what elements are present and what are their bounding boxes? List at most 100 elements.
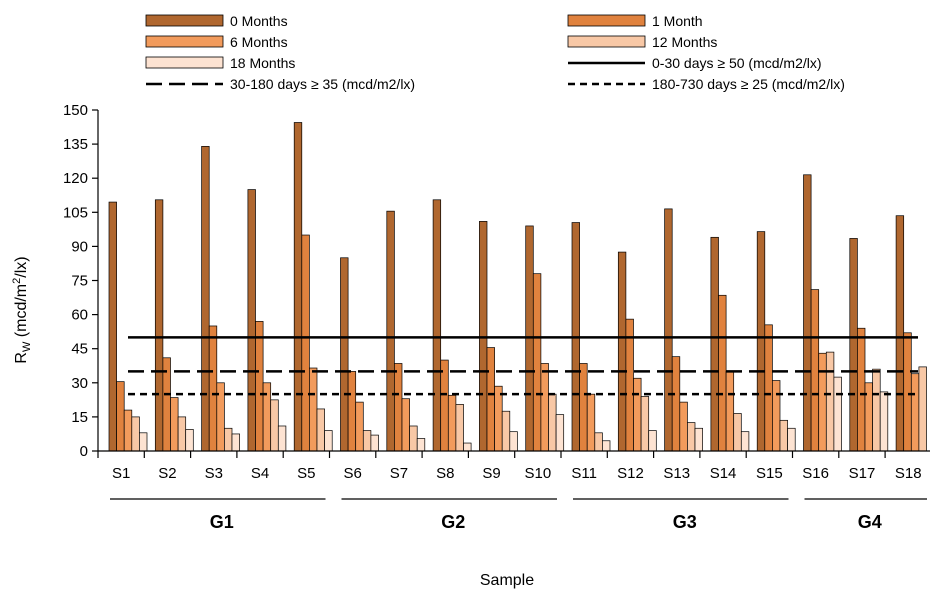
bar-S16-series-4 bbox=[825, 351, 835, 452]
bar-S12-series-5 bbox=[648, 430, 657, 452]
bar-S8-series-4 bbox=[455, 404, 464, 452]
x-axis: S1 S2 S3 S4 S5 S6 S7 S8 S9 S10 S11 S12 S13 S14 S15 S16 S… bbox=[97, 450, 930, 532]
legend: 0 Months 1 Month 6 Months 12 Months 18 Month… bbox=[145, 13, 845, 92]
legend-label-series-5: 18 Months bbox=[230, 55, 295, 71]
bar-S15-series-1 bbox=[756, 231, 766, 452]
group-label-G2: G2 bbox=[441, 512, 465, 532]
group-label-G3: G3 bbox=[673, 512, 697, 532]
legend-label-ref-1: 0-30 days ≥ 50 (mcd/m2/lx) bbox=[652, 55, 822, 71]
bar-S15-series-5 bbox=[787, 427, 796, 452]
bar-S1-series-1 bbox=[108, 201, 117, 452]
bar-S17-series-5 bbox=[879, 391, 889, 452]
bar-S9-series-4 bbox=[501, 410, 511, 452]
y-tick-label-105: 105 bbox=[63, 204, 88, 221]
x-tick-label-S10: S10 bbox=[524, 465, 551, 482]
bar-S17-series-4 bbox=[872, 368, 881, 452]
bar-S5-series-4 bbox=[316, 408, 325, 452]
bar-S6-series-5 bbox=[370, 434, 379, 452]
bar-S13-series-2 bbox=[671, 356, 681, 452]
legend-label-series-3: 6 Months bbox=[230, 34, 288, 50]
bar-S9-series-5 bbox=[509, 431, 518, 452]
bar-S14-series-3 bbox=[725, 371, 735, 452]
bar-S11-series-3 bbox=[586, 393, 596, 452]
bar-S11-series-4 bbox=[594, 432, 603, 452]
x-tick-label-S16: S16 bbox=[802, 465, 829, 482]
legend-label-series-1: 0 Months bbox=[230, 13, 288, 29]
x-tick-label-S9: S9 bbox=[482, 465, 500, 482]
bar-S3-series-2 bbox=[208, 325, 218, 452]
bar-S6-series-3 bbox=[355, 401, 364, 452]
bar-S7-series-5 bbox=[416, 438, 426, 452]
bar-S16-series-1 bbox=[803, 174, 812, 452]
bar-S5-series-5 bbox=[324, 430, 333, 452]
bar-S11-series-5 bbox=[602, 440, 611, 452]
bar-S10-series-5 bbox=[555, 414, 565, 452]
bar-S7-series-4 bbox=[409, 425, 418, 452]
bar-S18-series-1 bbox=[895, 215, 905, 452]
y-axis-label: RW (mcd/m2/lx) bbox=[11, 256, 33, 363]
x-tick-label-S17: S17 bbox=[849, 465, 876, 482]
bar-S8-series-1 bbox=[432, 199, 442, 452]
group-label-G1: G1 bbox=[210, 512, 234, 532]
bar-S13-series-1 bbox=[664, 208, 673, 452]
bar-S3-series-5 bbox=[231, 433, 240, 452]
bar-S14-series-1 bbox=[710, 236, 719, 452]
bar-S5-series-3 bbox=[309, 367, 318, 452]
y-axis-label-main: R bbox=[13, 352, 30, 364]
x-tick-label-S8: S8 bbox=[436, 465, 454, 482]
x-tick-label-S2: S2 bbox=[158, 465, 176, 482]
bar-S11-series-2 bbox=[579, 363, 588, 452]
bar-S14-series-5 bbox=[740, 431, 750, 452]
x-tick-label-S4: S4 bbox=[251, 465, 269, 482]
legend-swatch-series-5 bbox=[145, 56, 224, 69]
bar-S12-series-3 bbox=[633, 377, 642, 452]
bar-S18-series-3 bbox=[910, 373, 920, 452]
y-tick-label-60: 60 bbox=[71, 307, 88, 324]
bar-S4-series-5 bbox=[277, 425, 287, 452]
bar-S2-series-4 bbox=[177, 416, 187, 452]
bar-S3-series-4 bbox=[224, 427, 233, 452]
x-tick-label-S6: S6 bbox=[343, 465, 361, 482]
bar-S15-series-3 bbox=[772, 380, 781, 452]
bar-S2-series-1 bbox=[154, 199, 164, 452]
bar-S9-series-3 bbox=[494, 385, 503, 452]
bar-S10-series-2 bbox=[532, 273, 542, 452]
bar-S1-series-4 bbox=[131, 416, 140, 452]
bar-S6-series-2 bbox=[347, 371, 357, 452]
bar-S10-series-4 bbox=[548, 393, 557, 452]
bar-S7-series-1 bbox=[386, 210, 395, 452]
x-tick-label-S7: S7 bbox=[390, 465, 408, 482]
bar-S12-series-4 bbox=[640, 396, 650, 452]
y-tick-label-45: 45 bbox=[71, 341, 88, 358]
bar-S10-series-3 bbox=[540, 363, 549, 452]
bar-S5-series-2 bbox=[301, 234, 310, 452]
y-axis: 0 15 30 45 60 75 90 105 120 135 150 bbox=[63, 102, 99, 460]
bar-S1-series-3 bbox=[123, 409, 133, 452]
bar-S7-series-2 bbox=[394, 363, 403, 452]
bar-S8-series-2 bbox=[440, 359, 449, 452]
bar-S2-series-5 bbox=[185, 429, 194, 452]
y-axis-label-superscript: 2 bbox=[11, 278, 23, 284]
bar-S16-series-2 bbox=[810, 289, 820, 452]
bar-S14-series-4 bbox=[733, 413, 742, 452]
bar-S6-series-4 bbox=[362, 430, 372, 452]
x-tick-label-S18: S18 bbox=[895, 465, 922, 482]
y-tick-label-30: 30 bbox=[71, 375, 88, 392]
bar-S4-series-2 bbox=[255, 321, 264, 452]
bar-S3-series-1 bbox=[201, 146, 210, 452]
y-tick-label-120: 120 bbox=[63, 170, 88, 187]
bar-S1-series-5 bbox=[139, 432, 148, 452]
legend-swatch-series-4 bbox=[567, 35, 646, 48]
x-tick-label-S1: S1 bbox=[112, 465, 130, 482]
y-axis-label-unit: (mcd/m bbox=[13, 284, 30, 342]
bar-S17-series-1 bbox=[849, 238, 858, 452]
plot-area bbox=[108, 122, 927, 452]
bar-S5-series-1 bbox=[293, 122, 303, 452]
y-tick-label-75: 75 bbox=[71, 273, 88, 290]
bar-S14-series-2 bbox=[718, 294, 727, 452]
bar-S7-series-3 bbox=[401, 398, 410, 452]
bar-S16-series-5 bbox=[833, 376, 842, 452]
y-tick-label-135: 135 bbox=[63, 136, 88, 153]
bar-S15-series-2 bbox=[764, 324, 773, 452]
